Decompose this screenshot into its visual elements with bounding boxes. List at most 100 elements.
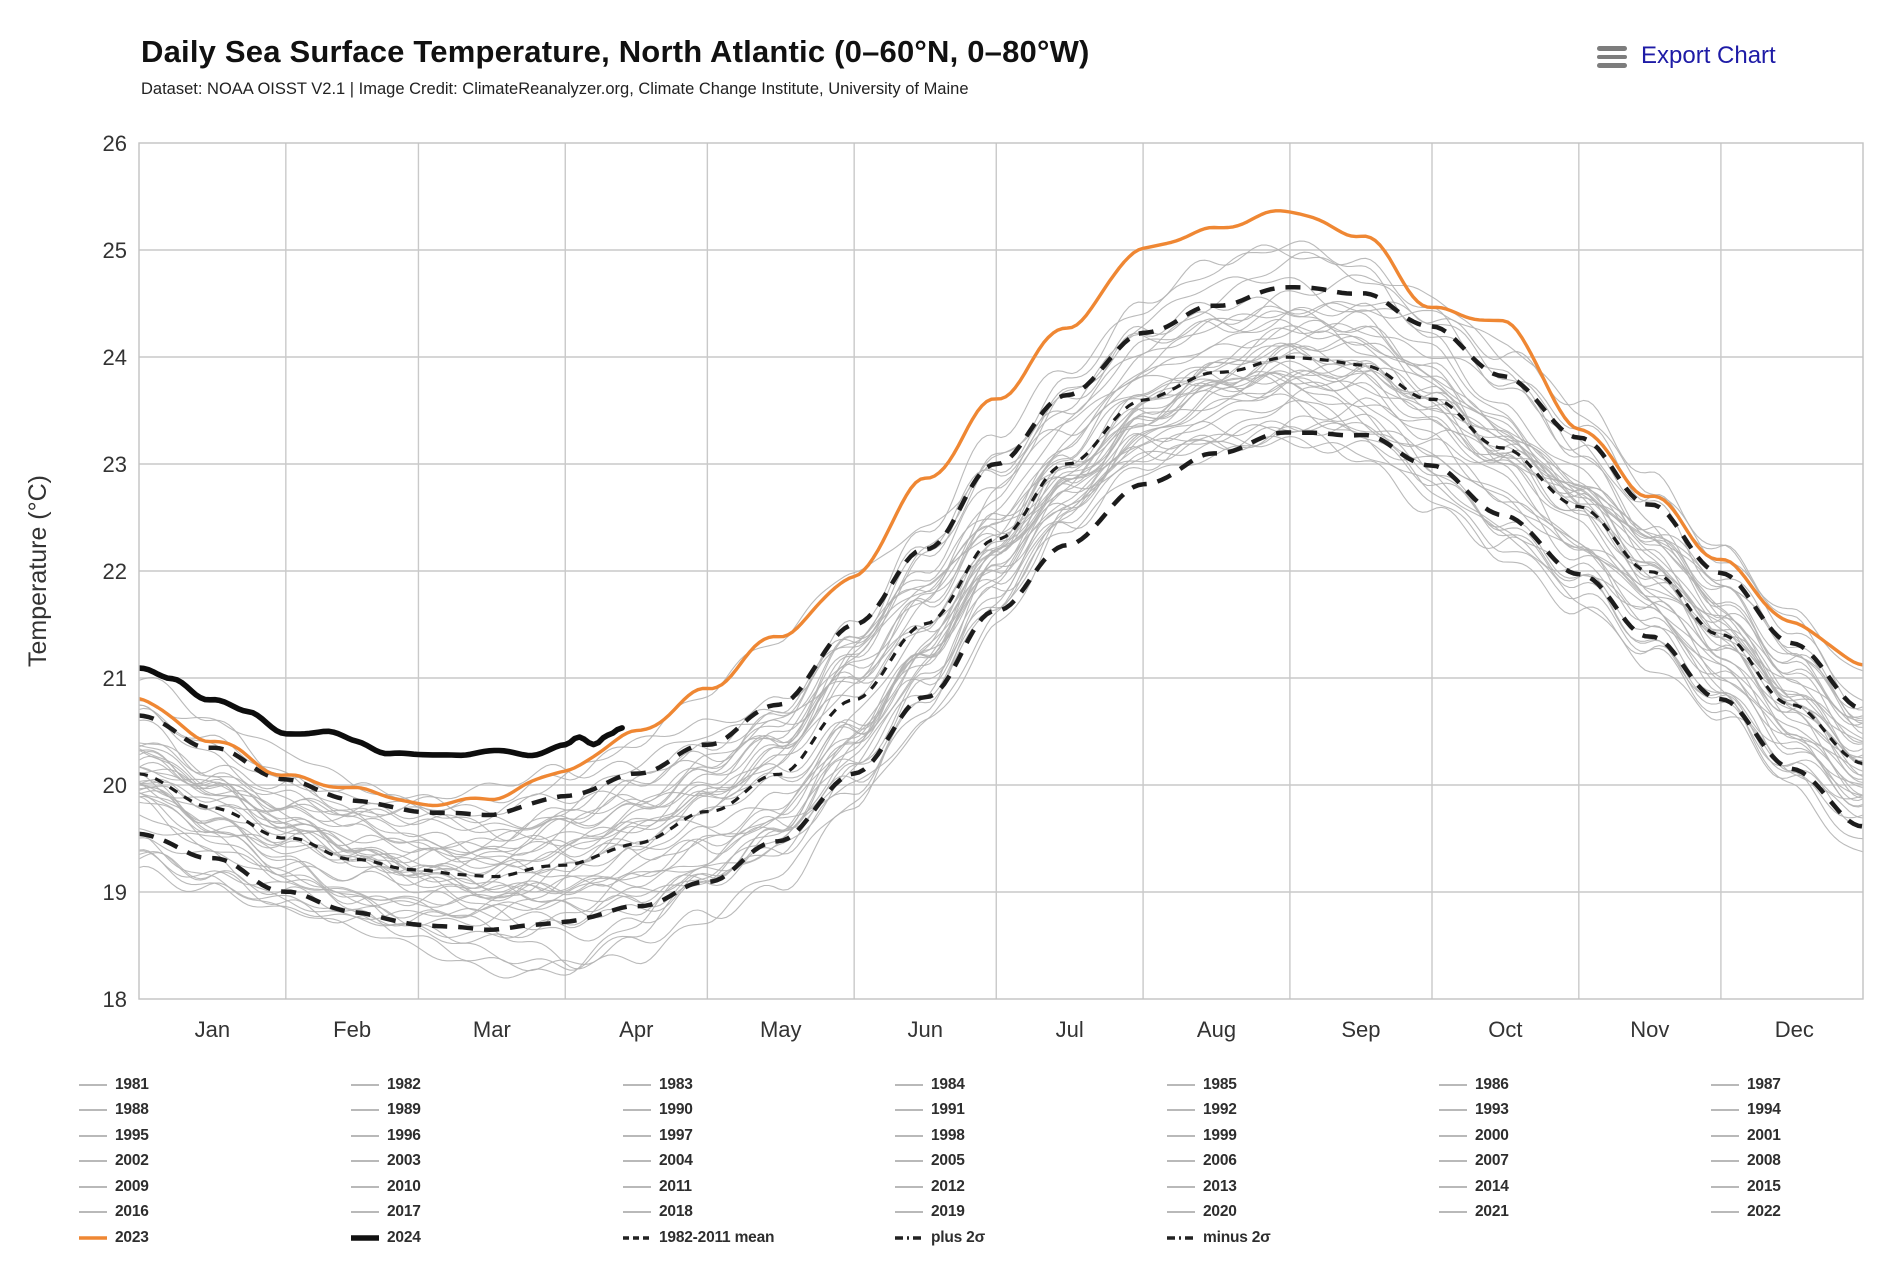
y-tick-24: 24 [103, 345, 127, 370]
y-tick-20: 20 [103, 773, 127, 798]
legend-item-2022[interactable]: 2022 [1710, 1203, 1890, 1221]
legend-item-2006[interactable]: 2006 [1166, 1152, 1438, 1170]
legend-item-1995[interactable]: 1995 [78, 1127, 350, 1145]
legend-item-minus-2-[interactable]: minus 2σ [1166, 1229, 1438, 1247]
legend-item-2003[interactable]: 2003 [350, 1152, 622, 1170]
series-mean-line [139, 355, 1864, 879]
legend-item-2009[interactable]: 2009 [78, 1178, 350, 1196]
legend-item-1994[interactable]: 1994 [1710, 1101, 1890, 1119]
legend-label-2020: 2020 [1203, 1203, 1237, 1221]
legend-item-2008[interactable]: 2008 [1710, 1152, 1890, 1170]
legend-item-1982[interactable]: 1982 [350, 1076, 622, 1094]
legend-label-1987: 1987 [1747, 1075, 1781, 1093]
legend-item-2011[interactable]: 2011 [622, 1178, 894, 1196]
legend-item-2005[interactable]: 2005 [894, 1152, 1166, 1170]
year-swatch [351, 1185, 379, 1188]
legend-item-1983[interactable]: 1983 [622, 1076, 894, 1094]
legend-item-1989[interactable]: 1989 [350, 1101, 622, 1119]
legend-item-1996[interactable]: 1996 [350, 1127, 622, 1145]
legend-item-2013[interactable]: 2013 [1166, 1178, 1438, 1196]
legend-label-2019: 2019 [931, 1203, 965, 1221]
series-2024-line [139, 665, 625, 759]
legend-item-2012[interactable]: 2012 [894, 1178, 1166, 1196]
y-tick-21: 21 [103, 666, 127, 691]
legend-label-2021: 2021 [1475, 1203, 1509, 1221]
legend-item-1992[interactable]: 1992 [1166, 1101, 1438, 1119]
chart-plot: Temperature (°C) 18 19 20 21 22 23 24 25 26 Jan F… [24, 131, 1864, 1042]
legend-label-1986: 1986 [1475, 1075, 1509, 1093]
legend-item-1993[interactable]: 1993 [1438, 1101, 1710, 1119]
year-swatch [79, 1211, 107, 1214]
legend-label-2009: 2009 [115, 1177, 149, 1195]
legend-item-2014[interactable]: 2014 [1438, 1178, 1710, 1196]
legend-item-2000[interactable]: 2000 [1438, 1127, 1710, 1145]
year-swatch [79, 1109, 107, 1112]
legend-item-2017[interactable]: 2017 [350, 1203, 622, 1221]
legend-item-1981[interactable]: 1981 [78, 1076, 350, 1094]
legend-item-2019[interactable]: 2019 [894, 1203, 1166, 1221]
legend-item-2015[interactable]: 2015 [1710, 1178, 1890, 1196]
legend-item-2001[interactable]: 2001 [1710, 1127, 1890, 1145]
series-year-2012-line [139, 360, 1864, 830]
series-2023-line [139, 209, 1864, 808]
legend-item-1991[interactable]: 1991 [894, 1101, 1166, 1119]
year-swatch [1167, 1185, 1195, 1188]
y-tick-18: 18 [103, 987, 127, 1012]
year-swatch [79, 1185, 107, 1188]
legend-item-1988[interactable]: 1988 [78, 1101, 350, 1119]
series-year-2016-line [139, 318, 1864, 822]
year-swatch [1711, 1211, 1739, 1214]
series-year-2022-line [139, 244, 1864, 816]
legend-item-1999[interactable]: 1999 [1166, 1127, 1438, 1145]
legend-item-1997[interactable]: 1997 [622, 1127, 894, 1145]
chart-legend: 1981 1982 1983 1984 1985 1986 1987 1988 1989 1990… [78, 1072, 1890, 1251]
series-year-2017-line [139, 302, 1864, 858]
dash-dot-line-swatch [1167, 1236, 1195, 1240]
legend-label-1982: 1982 [387, 1075, 421, 1093]
legend-item-2007[interactable]: 2007 [1438, 1152, 1710, 1170]
legend-item-1998[interactable]: 1998 [894, 1127, 1166, 1145]
legend-label-2013: 2013 [1203, 1177, 1237, 1195]
legend-label-2003: 2003 [387, 1152, 421, 1170]
series-year-2011-line [139, 302, 1864, 840]
year-swatch [351, 1134, 379, 1137]
legend-item-2023[interactable]: 2023 [78, 1229, 350, 1247]
legend-label-1994: 1994 [1747, 1101, 1781, 1119]
export-chart-button[interactable]: Export Chart [1597, 42, 1776, 70]
series-year-2002-line [139, 343, 1864, 919]
legend-item-2018[interactable]: 2018 [622, 1203, 894, 1221]
legend-label-2010: 2010 [387, 1177, 421, 1195]
legend-label-1995: 1995 [115, 1126, 149, 1144]
x-tick-nov: Nov [1630, 1017, 1669, 1042]
page-subtitle: Dataset: NOAA OISST V2.1 | Image Credit:… [141, 80, 969, 98]
year-swatch [1439, 1083, 1467, 1086]
legend-label-2006: 2006 [1203, 1152, 1237, 1170]
year-swatch [351, 1211, 379, 1214]
legend-item-1982-2011-mean[interactable]: 1982-2011 mean [622, 1229, 894, 1247]
legend-item-1985[interactable]: 1985 [1166, 1076, 1438, 1094]
year-swatch [623, 1185, 651, 1188]
series-plus-2sigma-line [139, 285, 1864, 818]
legend-item-2021[interactable]: 2021 [1438, 1203, 1710, 1221]
x-tick-jan: Jan [195, 1017, 230, 1042]
legend-item-2024[interactable]: 2024 [350, 1229, 622, 1247]
legend-label-2016: 2016 [115, 1203, 149, 1221]
legend-label-1996: 1996 [387, 1126, 421, 1144]
x-tick-oct: Oct [1488, 1017, 1522, 1042]
legend-label-2001: 2001 [1747, 1126, 1781, 1144]
legend-item-plus-2-[interactable]: plus 2σ [894, 1229, 1166, 1247]
legend-item-2010[interactable]: 2010 [350, 1178, 622, 1196]
legend-item-2016[interactable]: 2016 [78, 1203, 350, 1221]
y-tick-26: 26 [103, 131, 127, 156]
legend-item-2020[interactable]: 2020 [1166, 1203, 1438, 1221]
legend-item-1987[interactable]: 1987 [1710, 1076, 1890, 1094]
orange-line-swatch [79, 1236, 107, 1240]
series-year-1994-line [139, 400, 1864, 911]
legend-item-2004[interactable]: 2004 [622, 1152, 894, 1170]
legend-item-2002[interactable]: 2002 [78, 1152, 350, 1170]
year-swatch [623, 1160, 651, 1163]
legend-item-1990[interactable]: 1990 [622, 1101, 894, 1119]
legend-item-1984[interactable]: 1984 [894, 1076, 1166, 1094]
legend-item-1986[interactable]: 1986 [1438, 1076, 1710, 1094]
